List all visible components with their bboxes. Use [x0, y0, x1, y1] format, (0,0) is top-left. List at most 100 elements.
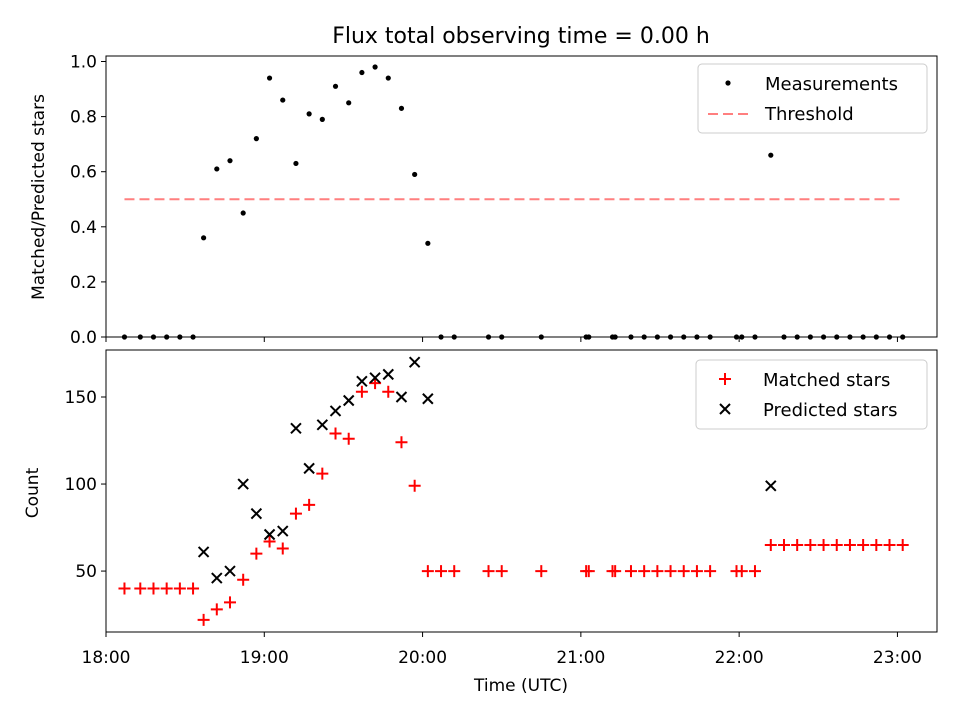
measurement-point [412, 171, 418, 178]
matched-star-point [777, 538, 790, 551]
matched-star-point [187, 582, 200, 595]
matched-star-point [535, 565, 548, 578]
legend-predicted-label: Predicted stars [763, 400, 897, 421]
bottom-legend: Matched stars Predicted stars [695, 359, 928, 430]
matched-star-point [791, 538, 804, 551]
matched-star-point [342, 432, 355, 445]
matched-star-point [582, 565, 595, 578]
predicted-star-point [329, 405, 342, 417]
measurement-point [847, 334, 853, 340]
measurement-point [121, 334, 128, 340]
legend-predicted-marker [719, 403, 731, 415]
measurement-point [266, 75, 273, 81]
measurement-point [538, 334, 544, 340]
top-legend-box [697, 63, 928, 134]
matched-star-point [482, 565, 495, 578]
measurement-point [752, 334, 758, 340]
predicted-star-point [237, 478, 249, 490]
top-y-tick-label: 0.2 [70, 273, 97, 293]
matched-star-point [316, 467, 329, 480]
bottom-x-tick-label: 22:00 [715, 648, 764, 668]
matched-star-point [748, 565, 761, 578]
measurement-point [794, 334, 800, 340]
matched-star-point [289, 507, 302, 520]
measurement-point [425, 240, 431, 246]
x-axis-label: Time (UTC) [473, 676, 568, 696]
measurement-point [398, 105, 405, 111]
bottom-x-tick-label: 18:00 [82, 648, 131, 668]
matched-star-point [857, 538, 870, 551]
bottom-x-axis: 18:00 19:00 20:00 21:00 22:00 23:00 [82, 632, 922, 668]
measurement-point [900, 334, 906, 340]
matched-star-point [355, 385, 368, 398]
predicted-star-point [290, 422, 302, 435]
measurement-point [201, 235, 207, 241]
measurement-point [781, 334, 787, 340]
measurement-point [346, 100, 352, 106]
measurement-point [164, 334, 170, 340]
top-y-tick-label: 0.4 [70, 218, 97, 238]
predicted-star-point [369, 372, 381, 384]
predicted-star-point [197, 546, 210, 558]
matched-star-point [210, 603, 223, 616]
measurement-point [306, 111, 312, 117]
measurement-point [372, 64, 378, 70]
predicted-star-point [382, 368, 394, 381]
measurement-point [177, 334, 183, 340]
top-y-tick-label: 0.0 [70, 328, 97, 348]
measurement-point [612, 334, 618, 340]
measurement-point [681, 334, 687, 340]
measurement-point [253, 136, 259, 142]
matched-star-point [624, 565, 637, 578]
top-legend: Measurements Threshold [697, 63, 928, 134]
bottom-y-tick-label: 50 [75, 562, 97, 582]
measurement-point [807, 334, 813, 340]
measurement-point [667, 334, 674, 340]
measurement-point [438, 334, 444, 340]
bottom-legend-box [695, 359, 928, 430]
bottom-y-axis: 50 100 150 [65, 388, 106, 582]
predicted-star-point [277, 525, 289, 537]
measurement-point [860, 334, 866, 340]
measurement-point [694, 334, 700, 340]
legend-matched-label: Matched stars [763, 370, 890, 391]
predicted-star-point [263, 528, 276, 541]
measurement-point [707, 334, 713, 340]
predicted-star-point [765, 480, 777, 492]
predicted-star-point [395, 391, 408, 403]
bottom-x-tick-label: 21:00 [556, 648, 605, 668]
matched-star-point [704, 565, 717, 578]
matched-star-point [735, 565, 748, 578]
matched-star-point [764, 538, 777, 551]
matched-star-point [677, 565, 690, 578]
matched-stars-series [118, 377, 909, 626]
predicted-star-point [356, 375, 368, 388]
measurement-point [733, 334, 740, 340]
measurement-point [499, 334, 505, 340]
matched-star-point [435, 565, 448, 578]
matched-star-point [448, 565, 461, 578]
matched-star-point [250, 547, 263, 560]
measurement-point [485, 334, 492, 340]
matched-star-point [638, 565, 651, 578]
top-plot-frame [105, 55, 938, 338]
top-y-axis: 0.0 0.2 0.4 0.6 0.8 1.0 [70, 53, 106, 348]
measurement-point [227, 158, 233, 164]
legend-matched-marker [719, 373, 731, 385]
measurement-point [834, 334, 840, 340]
matched-star-point [651, 565, 664, 578]
predicted-stars-series [197, 356, 777, 584]
matched-star-point [382, 385, 395, 398]
matched-star-point [147, 582, 160, 595]
measurement-point [280, 97, 286, 103]
matched-star-point [609, 565, 622, 578]
matched-star-point [817, 538, 830, 551]
matched-star-point [870, 538, 883, 551]
bottom-y-axis-label: Count [23, 467, 43, 518]
matched-star-point [173, 582, 186, 595]
bottom-plot-frame [105, 349, 938, 633]
top-y-tick-label: 1.0 [70, 53, 97, 73]
matched-star-point [197, 613, 210, 626]
predicted-star-point [224, 565, 236, 577]
